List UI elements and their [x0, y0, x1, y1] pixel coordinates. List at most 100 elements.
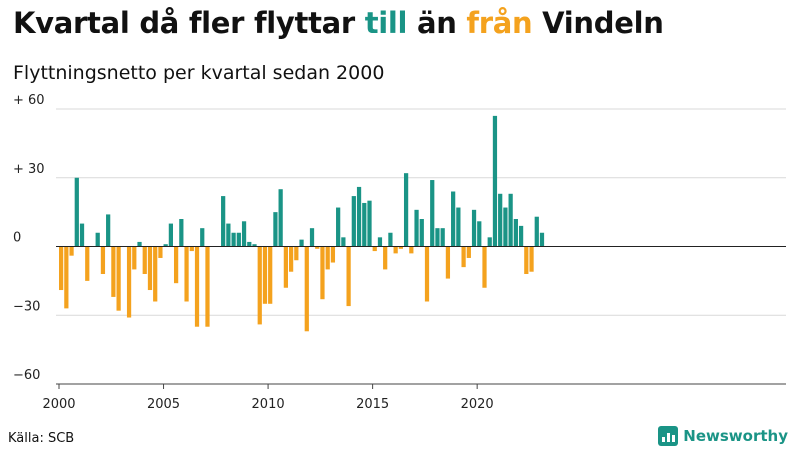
x-tick-label: 2010	[252, 397, 285, 412]
bar	[294, 246, 299, 261]
bar	[330, 246, 336, 263]
y-tick-label: −60	[13, 368, 40, 383]
bar	[226, 223, 231, 247]
bar	[393, 246, 398, 254]
bar	[309, 228, 315, 247]
bar	[539, 232, 545, 247]
bar	[79, 223, 85, 247]
bar	[95, 232, 100, 247]
bar	[236, 232, 241, 247]
title-text-start: Kvartal då fler flyttar	[13, 6, 365, 40]
bar	[85, 246, 90, 281]
bar	[252, 244, 257, 247]
bar	[367, 200, 372, 247]
bar	[430, 180, 435, 247]
source-label: Källa: SCB	[8, 431, 75, 446]
bar	[320, 246, 325, 300]
bar	[383, 246, 388, 270]
bar	[414, 209, 419, 247]
bar	[482, 246, 487, 288]
newsworthy-logo: Newsworthy	[658, 426, 788, 446]
title-text-end: Vindeln	[532, 6, 664, 40]
bar	[158, 246, 163, 258]
bar	[184, 246, 189, 302]
bar	[74, 177, 79, 247]
bar	[498, 193, 503, 247]
bar	[341, 237, 346, 247]
bar	[168, 223, 173, 247]
bar	[377, 237, 383, 247]
bar	[372, 246, 377, 252]
bar	[153, 246, 158, 302]
bar	[200, 228, 205, 247]
title-word-fran: från	[466, 6, 533, 40]
bar	[471, 209, 477, 247]
bar	[435, 228, 440, 247]
bar	[451, 191, 456, 247]
bar	[518, 225, 524, 247]
bar	[268, 246, 273, 304]
bar	[336, 207, 341, 247]
bar	[466, 246, 471, 258]
bar	[534, 216, 539, 247]
bar	[262, 246, 268, 304]
bar	[409, 246, 414, 254]
bar	[283, 246, 288, 288]
bar	[304, 246, 309, 332]
bar	[163, 244, 168, 247]
bar	[503, 207, 508, 247]
y-tick-label: 0	[13, 231, 21, 246]
bar	[231, 232, 236, 247]
bar	[461, 246, 466, 268]
bar	[205, 246, 210, 327]
bar	[247, 241, 252, 247]
bar	[100, 246, 106, 274]
bar	[440, 228, 445, 247]
bar	[351, 196, 356, 247]
bar	[419, 219, 424, 247]
bar	[398, 246, 403, 249]
x-tick-label: 2020	[461, 397, 494, 412]
bar	[325, 246, 330, 270]
bar	[403, 173, 409, 247]
bar	[179, 219, 184, 247]
bar	[137, 241, 142, 247]
bar	[492, 115, 498, 247]
y-tick-label: + 30	[13, 162, 45, 177]
bar	[116, 246, 121, 311]
bar	[445, 246, 451, 279]
bar	[299, 239, 304, 247]
bar	[111, 246, 116, 297]
bar	[257, 246, 262, 325]
x-tick-label: 2000	[42, 397, 75, 412]
bar	[173, 246, 179, 284]
bar	[508, 193, 513, 247]
bar	[132, 246, 137, 270]
title-text-middle: än	[407, 6, 467, 40]
y-tick-label: + 60	[13, 93, 45, 108]
x-tick-label: 2005	[147, 397, 180, 412]
bar	[487, 237, 492, 247]
bar	[221, 196, 226, 247]
bar	[424, 246, 430, 302]
bar	[64, 246, 69, 309]
bar	[126, 246, 132, 318]
bar	[273, 212, 278, 247]
bar	[529, 246, 534, 272]
bar	[356, 186, 362, 247]
y-tick-label: −30	[13, 299, 40, 314]
bar	[362, 202, 367, 247]
bar	[278, 189, 283, 247]
bar	[513, 219, 518, 247]
title-word-till: till	[364, 6, 408, 40]
chart-title: Kvartal då fler flyttar till än från Vin…	[13, 6, 664, 40]
x-tick-label: 2015	[356, 397, 389, 412]
bar	[388, 232, 393, 247]
bar	[477, 221, 482, 247]
bar	[147, 246, 153, 291]
bar	[194, 246, 200, 327]
bar	[346, 246, 351, 307]
bar	[241, 221, 247, 247]
bar	[59, 246, 64, 291]
